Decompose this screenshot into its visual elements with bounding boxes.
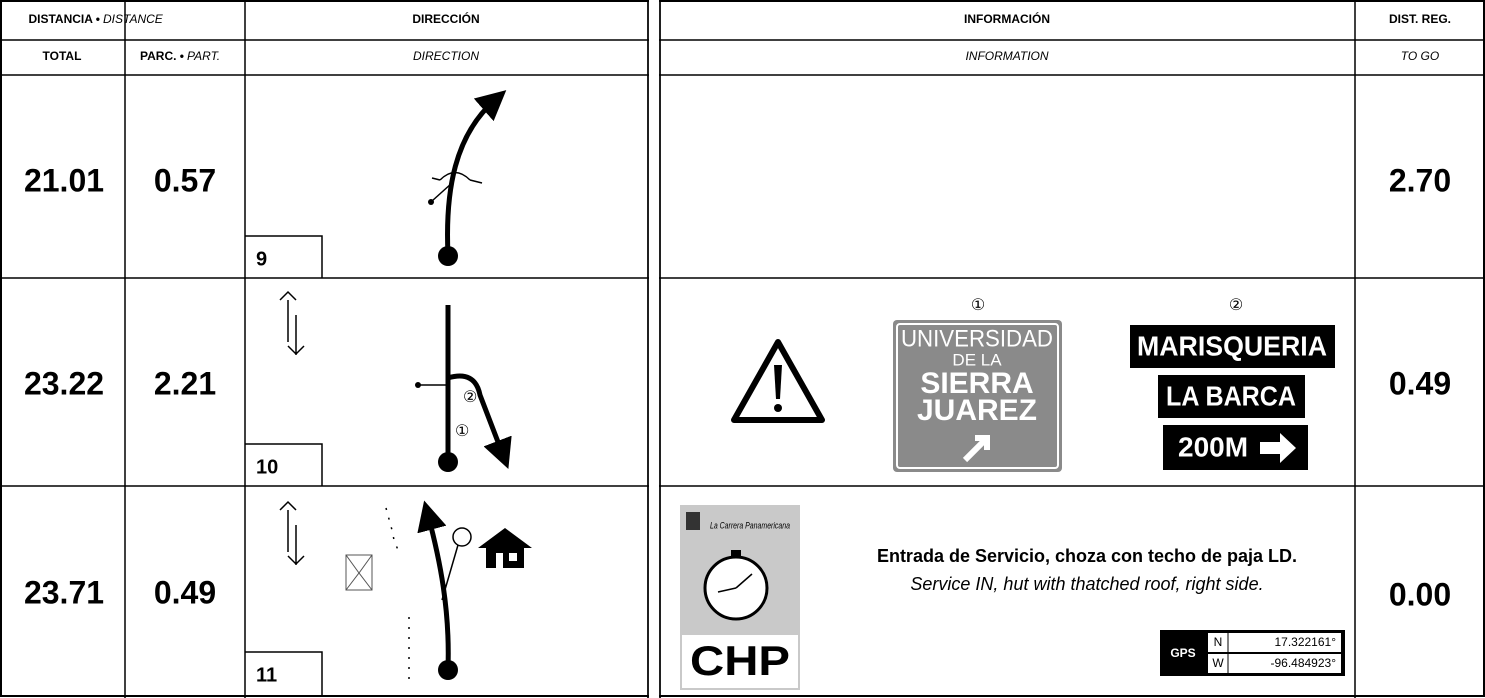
gps-n-label: N bbox=[1214, 635, 1223, 649]
stopwatch bbox=[703, 550, 769, 621]
road-sign bbox=[1130, 325, 1335, 368]
logo-code: CHP bbox=[690, 637, 790, 684]
number-box bbox=[245, 443, 323, 486]
subheader-partial-en: PART. bbox=[187, 49, 220, 63]
total: 23.71 bbox=[24, 574, 104, 610]
subheader-total: TOTAL bbox=[43, 49, 82, 63]
gps-w-value: -96.484923° bbox=[1270, 656, 1336, 670]
road-sign bbox=[1158, 375, 1305, 418]
diagram-label: ① bbox=[455, 423, 469, 440]
number-box bbox=[245, 235, 323, 278]
diagram-label: ② bbox=[463, 389, 477, 406]
to-go: 0.49 bbox=[1389, 365, 1451, 401]
sign-marker: ② bbox=[1229, 297, 1243, 314]
header-distance: DISTANCIA • bbox=[28, 12, 100, 26]
subheader-information: INFORMATION bbox=[965, 49, 1048, 63]
number-box bbox=[245, 651, 323, 696]
partial: 0.57 bbox=[154, 162, 216, 198]
gps-w-label: W bbox=[1212, 656, 1224, 670]
sign-text: UNIVERSIDAD bbox=[901, 325, 1053, 352]
header-distance-en: DISTANCE bbox=[103, 12, 164, 26]
step-number: 11 bbox=[256, 664, 277, 686]
sign-text: SIERRA bbox=[920, 367, 1033, 400]
partial: 2.21 bbox=[154, 365, 216, 401]
sign-text: LA BARCA bbox=[1166, 380, 1296, 411]
sign-text: 200M bbox=[1178, 431, 1248, 462]
partial: 0.49 bbox=[154, 574, 216, 610]
subheader-to-go: TO GO bbox=[1401, 49, 1439, 63]
warning-sign bbox=[731, 339, 825, 423]
info-text-en: Service IN, hut with thatched roof, righ… bbox=[910, 574, 1263, 594]
total: 21.01 bbox=[24, 162, 104, 198]
to-go: 2.70 bbox=[1389, 162, 1451, 198]
logo-title: La Carrera Panamericana bbox=[710, 520, 790, 530]
sign-text: JUAREZ bbox=[917, 394, 1037, 427]
header-to-go: DIST. REG. bbox=[1389, 12, 1451, 26]
sign-text: MARISQUERIA bbox=[1137, 330, 1327, 361]
total: 23.22 bbox=[24, 365, 104, 401]
column-gap bbox=[649, 0, 659, 698]
gps-label: GPS bbox=[1170, 646, 1195, 660]
sign-marker: ① bbox=[971, 297, 985, 314]
header-direction: DIRECCIÓN bbox=[412, 11, 479, 26]
step-number: 10 bbox=[256, 456, 278, 478]
subheader-direction: DIRECTION bbox=[413, 49, 479, 63]
step-number: 9 bbox=[256, 248, 267, 270]
tulip-diagram bbox=[428, 90, 507, 266]
tulip-diagram: ② ① bbox=[279, 290, 512, 472]
header-information: INFORMACIÓN bbox=[964, 11, 1050, 26]
to-go: 0.00 bbox=[1389, 576, 1451, 612]
gps-box bbox=[1160, 630, 1345, 676]
info-text: Entrada de Servicio, choza con techo de … bbox=[877, 546, 1297, 566]
sign-text: DE LA bbox=[952, 350, 1002, 369]
gps-n-value: 17.322161° bbox=[1274, 635, 1336, 649]
tulip-diagram bbox=[279, 500, 532, 680]
subheader-partial: PARC. • bbox=[140, 49, 184, 63]
road-sign bbox=[893, 320, 1062, 472]
